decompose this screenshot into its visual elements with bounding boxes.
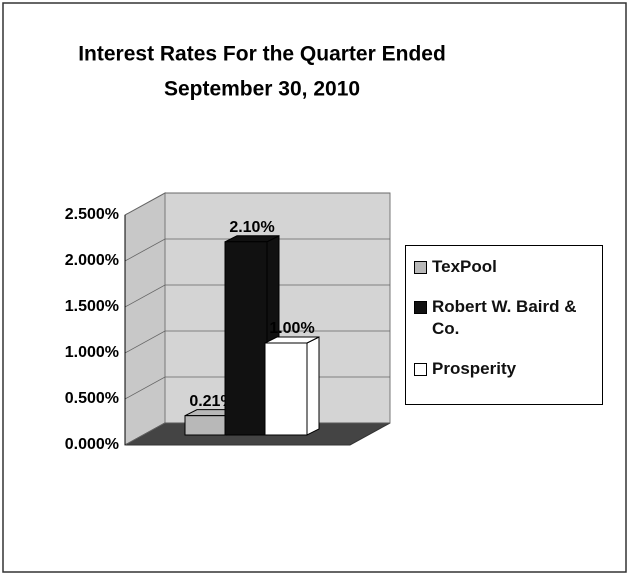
- y-tick-label: 2.500%: [65, 206, 119, 223]
- legend-swatch: [414, 301, 427, 314]
- side-wall: [124, 192, 166, 446]
- data-label: 2.10%: [229, 219, 274, 236]
- chart-title: Interest Rates For the Quarter Ended: [78, 43, 446, 66]
- plot-area: 0.000% 0.500% 1.000% 1.500% 2.000% 2.500% 0.21…: [65, 192, 391, 453]
- chart-subtitle: September 30, 2010: [164, 78, 360, 101]
- bar: [184, 415, 228, 436]
- y-tick-label: 1.000%: [65, 344, 119, 361]
- legend-item: TexPool: [414, 256, 594, 278]
- legend-item: Prosperity: [414, 358, 594, 380]
- bar-side: [306, 336, 320, 436]
- y-tick-label: 0.000%: [65, 436, 119, 453]
- data-label: 1.00%: [269, 320, 314, 337]
- legend-swatch: [414, 261, 427, 274]
- grid-line: [124, 284, 390, 308]
- bar: [264, 342, 308, 436]
- grid-line: [124, 330, 390, 354]
- data-label: 0.21%: [189, 393, 234, 410]
- grid-line: [124, 192, 390, 216]
- legend-label: Robert W. Baird & Co.: [432, 297, 577, 338]
- y-tick-label: 2.000%: [65, 252, 119, 269]
- bar: [224, 241, 268, 436]
- legend-label: Prosperity: [432, 359, 517, 378]
- grid-line: [124, 238, 390, 262]
- y-tick-label: 0.500%: [65, 390, 119, 407]
- legend-label: TexPool: [432, 257, 497, 276]
- y-tick-label: 1.500%: [65, 298, 119, 315]
- legend: TexPool Robert W. Baird & Co. Prosperity: [405, 245, 603, 405]
- legend-swatch: [414, 363, 427, 376]
- legend-item: Robert W. Baird & Co.: [414, 296, 594, 340]
